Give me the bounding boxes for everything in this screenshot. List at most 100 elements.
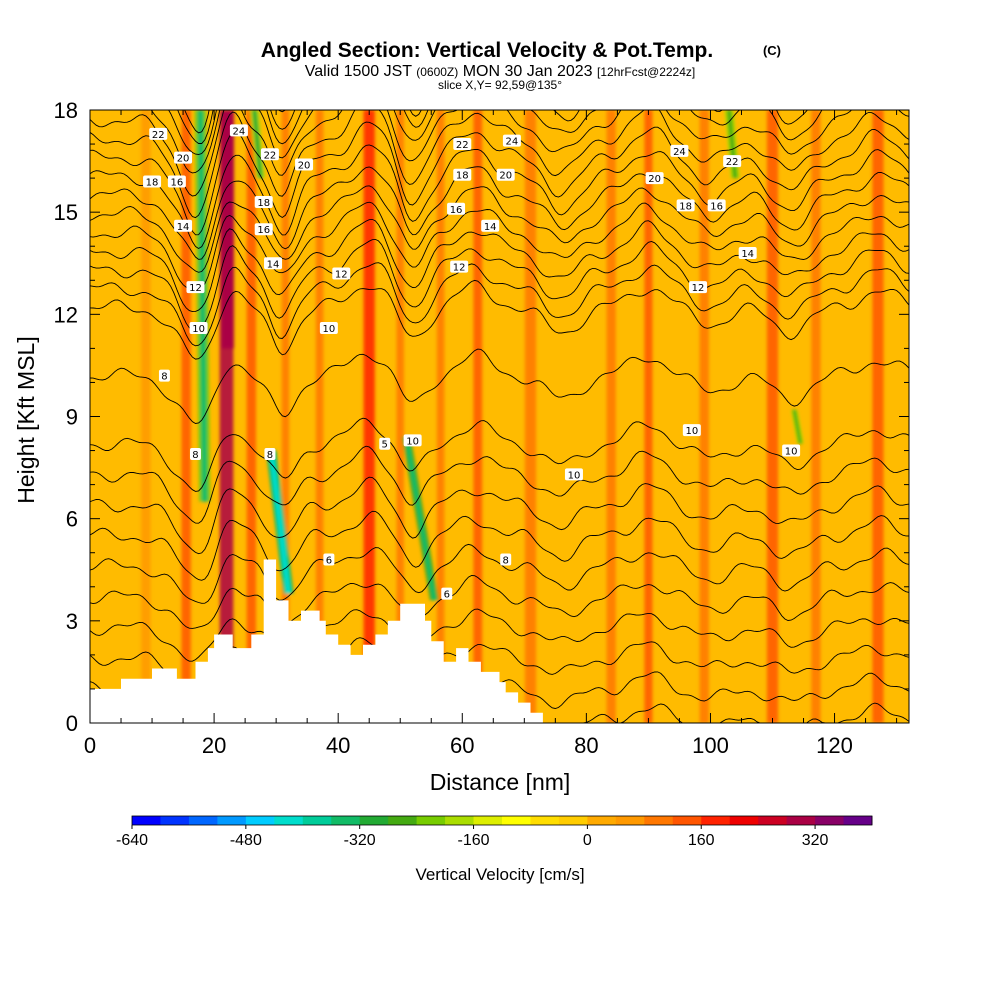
updraft-column-5 — [315, 110, 324, 723]
x-tick-label-20: 20 — [202, 733, 226, 758]
contour-label-10: 22 — [264, 150, 277, 161]
contour-label-bg-28 — [481, 219, 500, 232]
colorbar-swatch-25 — [843, 816, 873, 825]
contour-label-bg-21 — [441, 587, 453, 600]
colorbar-swatch-16 — [587, 816, 617, 825]
colorbar-swatch-12 — [473, 816, 503, 825]
contour-label-6: 10 — [192, 324, 205, 335]
contour-label-0: 22 — [152, 130, 165, 141]
contour-label-32: 20 — [648, 174, 661, 185]
theta-contour-20 — [90, 121, 909, 236]
contour-label-bg-23 — [453, 138, 472, 151]
contour-label-bg-39 — [782, 444, 801, 457]
contour-label-14: 14 — [267, 259, 280, 270]
colorbar-swatch-21 — [729, 816, 759, 825]
y-tick-label-15: 15 — [54, 200, 78, 225]
contour-label-bg-22 — [500, 553, 512, 566]
updraft-column-9 — [473, 110, 483, 723]
contour-label-3: 16 — [170, 178, 183, 189]
colorbar-swatch-9 — [388, 816, 418, 825]
contour-label-bg-32 — [645, 172, 664, 185]
slice-info: slice X,Y= 92,59@135° — [438, 78, 562, 92]
colorbar-label-6: 320 — [802, 832, 829, 849]
x-tick-label-40: 40 — [326, 733, 350, 758]
colorbar-swatch-8 — [359, 816, 389, 825]
contour-label-bg-36 — [738, 247, 757, 260]
contour-label-bg-15 — [332, 267, 351, 280]
contour-label-20: 10 — [406, 436, 419, 447]
contour-label-34: 18 — [679, 201, 692, 212]
contour-label-16: 10 — [323, 324, 336, 335]
updraft-column-15 — [811, 110, 821, 723]
theta-contour-9 — [90, 445, 909, 524]
downdraft-core-3 — [404, 436, 437, 601]
contour-label-26: 20 — [499, 171, 512, 182]
contour-label-31: 24 — [673, 147, 686, 158]
updraft-column-14 — [766, 110, 779, 723]
contour-label-bg-13 — [254, 223, 273, 236]
contour-label-bg-4 — [174, 219, 193, 232]
theta-contour-6 — [90, 543, 909, 604]
contour-label-bg-38 — [682, 424, 701, 437]
updraft-column-16 — [872, 110, 884, 723]
contour-label-bg-5 — [186, 281, 205, 294]
contour-label-bg-3 — [167, 175, 186, 188]
contour-label-bg-16 — [319, 321, 338, 334]
colorbar-swatch-3 — [217, 816, 247, 825]
contour-label-1: 20 — [177, 154, 190, 165]
contour-label-bg-33 — [723, 155, 742, 168]
contour-label-bg-34 — [676, 199, 695, 212]
contour-label-bg-25 — [453, 168, 472, 181]
colorbar-swatch-7 — [331, 816, 361, 825]
contour-label-38: 10 — [685, 426, 698, 437]
updraft-column-12 — [644, 110, 653, 723]
theta-contour-14 — [90, 238, 909, 332]
contour-label-4: 14 — [177, 222, 190, 233]
contour-label-22: 8 — [503, 556, 509, 567]
x-axis-title: Distance [nm] — [430, 769, 571, 795]
updraft-column-6 — [363, 110, 375, 723]
colorbar-swatch-13 — [502, 816, 531, 825]
colorbar-swatch-19 — [672, 816, 702, 825]
contour-label-bg-9 — [229, 124, 248, 137]
contour-label-13: 16 — [257, 225, 270, 236]
downdraft-core-5 — [792, 409, 802, 444]
theta-contour-21 — [90, 110, 909, 219]
updraft-column-8 — [436, 110, 445, 723]
theta-contour-7 — [90, 510, 909, 581]
contour-label-7: 8 — [161, 372, 167, 383]
contour-label-bg-30 — [564, 468, 583, 481]
theta-contour-12 — [90, 279, 909, 360]
theta-contour-17 — [90, 185, 909, 273]
x-tick-label-60: 60 — [450, 733, 474, 758]
contour-label-23: 22 — [456, 140, 469, 151]
downdraft-core-2 — [268, 450, 292, 594]
theta-contour-13 — [90, 262, 909, 347]
contour-label-bg-24 — [502, 134, 521, 147]
terrain — [90, 559, 909, 723]
contour-label-30: 10 — [568, 470, 581, 481]
colorbar-swatch-20 — [701, 816, 731, 825]
y-tick-label-3: 3 — [66, 609, 78, 634]
updraft-column-10 — [524, 110, 537, 723]
contour-label-bg-1 — [174, 151, 193, 164]
colorbar-swatch-23 — [786, 816, 816, 825]
field-background — [90, 110, 909, 723]
contour-labels: 22 20 18 16 14 12 10 8 8 24 22 20 18 16 14 12 10 8 6 5 10 6 8 2… — [143, 124, 801, 601]
contour-label-bg-26 — [496, 168, 515, 181]
contour-label-33: 22 — [726, 157, 739, 168]
contour-label-28: 14 — [484, 222, 497, 233]
colorbar-swatch-5 — [274, 816, 304, 825]
x-tick-label-120: 120 — [816, 733, 853, 758]
colorbar-title: Vertical Velocity [cm/s] — [415, 865, 584, 884]
contour-label-bg-2 — [143, 175, 162, 188]
contour-label-bg-10 — [260, 148, 279, 161]
contour-label-12: 18 — [257, 198, 270, 209]
contour-label-bg-37 — [689, 281, 708, 294]
contour-label-21: 6 — [444, 590, 450, 601]
theta-contour-18 — [90, 166, 909, 260]
y-tick-label-6: 6 — [66, 507, 78, 532]
colorbar-label-1: -480 — [230, 832, 262, 849]
colorbar: -640 -480 -320 -160 0 160 320 — [116, 815, 873, 849]
contour-label-bg-6 — [189, 321, 208, 334]
